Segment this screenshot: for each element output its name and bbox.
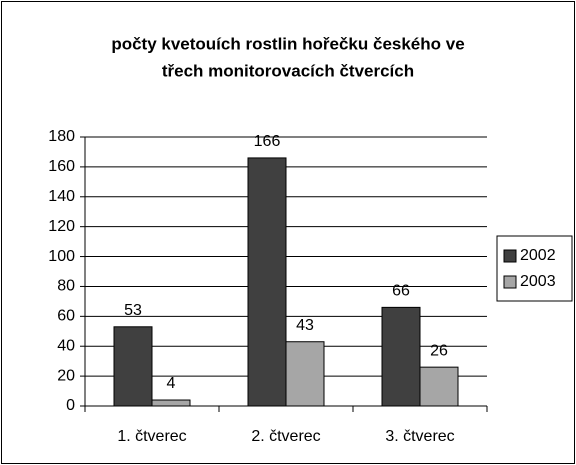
- value-label: 53: [124, 302, 142, 319]
- y-tick-label: 40: [57, 337, 75, 354]
- value-label: 43: [296, 317, 314, 334]
- chart-title: počty kvetouích rostlin hořečku českého …: [111, 34, 464, 53]
- value-label: 4: [167, 375, 176, 392]
- value-label: 166: [254, 133, 281, 150]
- legend-box: [496, 235, 573, 302]
- y-tick-label: 160: [48, 158, 75, 175]
- bar: [113, 326, 153, 407]
- y-tick-label: 80: [57, 278, 75, 295]
- y-tick-label: 140: [48, 188, 75, 205]
- legend-swatch: [503, 249, 517, 263]
- chart-title: třech monitorovacích čtvercích: [162, 61, 414, 80]
- y-tick-label: 180: [48, 128, 75, 145]
- legend-label: 2003: [520, 273, 556, 290]
- y-tick-label: 60: [57, 308, 75, 325]
- value-label: 26: [430, 342, 448, 359]
- y-tick-label: 0: [66, 397, 75, 414]
- y-tick-label: 20: [57, 367, 75, 384]
- x-tick-label: 3. čtverec: [385, 428, 454, 445]
- value-label: 66: [392, 283, 410, 300]
- x-tick-label: 1. čtverec: [117, 428, 186, 445]
- y-tick-label: 100: [48, 248, 75, 265]
- legend-label: 2002: [520, 247, 556, 264]
- x-tick-label: 2. čtverec: [251, 428, 320, 445]
- bar: [419, 366, 459, 407]
- bar: [247, 157, 287, 407]
- bar: [151, 399, 191, 407]
- legend-swatch: [503, 275, 517, 289]
- y-tick-label: 120: [48, 218, 75, 235]
- bar: [285, 341, 325, 407]
- bar: [381, 306, 421, 407]
